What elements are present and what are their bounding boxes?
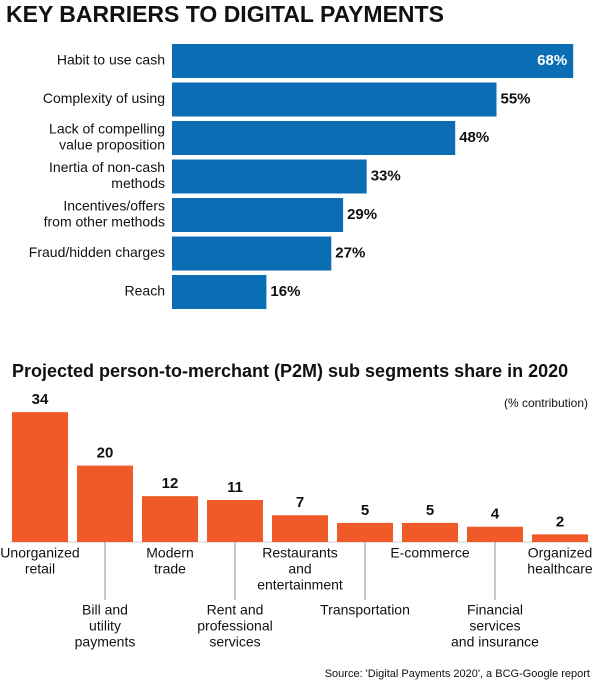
category-label: Reach bbox=[125, 283, 165, 299]
category-label: Incentives/offers bbox=[63, 198, 165, 214]
category-label: and insurance bbox=[451, 634, 539, 650]
category-label: Organized bbox=[528, 545, 593, 561]
category-label: services bbox=[209, 634, 260, 650]
category-label: Fraud/hidden charges bbox=[29, 244, 165, 260]
source-note: Source: 'Digital Payments 2020', a BCG-G… bbox=[325, 668, 590, 680]
category-label: Bill and bbox=[82, 602, 128, 618]
category-label: value proposition bbox=[59, 137, 165, 153]
value-label: 33% bbox=[371, 167, 401, 184]
bar bbox=[172, 82, 497, 117]
bar bbox=[467, 526, 523, 542]
category-label: healthcare bbox=[527, 561, 593, 577]
bar bbox=[402, 522, 458, 542]
value-label: 5 bbox=[361, 502, 369, 519]
bar bbox=[172, 236, 332, 271]
bar bbox=[77, 465, 133, 542]
bar bbox=[142, 496, 198, 542]
category-label: Financial bbox=[467, 602, 523, 618]
value-label: 20 bbox=[97, 445, 114, 462]
bar bbox=[207, 499, 263, 542]
category-label: and bbox=[288, 561, 311, 577]
category-label: trade bbox=[154, 561, 186, 577]
value-label: 68% bbox=[537, 52, 567, 69]
category-label: professional bbox=[197, 618, 273, 634]
category-label: Rent and bbox=[207, 602, 264, 618]
bar bbox=[172, 159, 367, 194]
category-label: Complexity of using bbox=[43, 90, 165, 106]
category-label: methods bbox=[111, 175, 165, 191]
category-label: Lack of compelling bbox=[49, 121, 165, 137]
chart-title: Projected person-to-merchant (P2M) sub s… bbox=[12, 361, 568, 381]
value-label: 4 bbox=[491, 506, 500, 523]
bar bbox=[532, 534, 588, 542]
category-label: utility bbox=[89, 618, 121, 634]
bar bbox=[172, 121, 456, 155]
category-label: Modern bbox=[146, 545, 193, 561]
value-label: 34 bbox=[32, 391, 49, 408]
chart-title: KEY BARRIERS TO DIGITAL PAYMENTS bbox=[6, 1, 444, 27]
value-label: 11 bbox=[227, 479, 243, 496]
value-label: 7 bbox=[296, 494, 304, 511]
bar bbox=[172, 275, 267, 309]
category-label: Restaurants bbox=[262, 545, 337, 561]
bar bbox=[12, 412, 68, 542]
value-label: 29% bbox=[347, 206, 377, 223]
value-label: 12 bbox=[162, 475, 179, 492]
category-label: from other methods bbox=[44, 214, 165, 230]
category-label: Unorganized bbox=[0, 545, 79, 561]
bar bbox=[337, 522, 393, 542]
category-label: retail bbox=[25, 561, 55, 577]
bar bbox=[272, 515, 328, 542]
bar bbox=[172, 44, 574, 78]
category-label: Habit to use cash bbox=[57, 52, 165, 68]
value-label: 55% bbox=[501, 90, 531, 107]
category-label: entertainment bbox=[257, 577, 343, 593]
chart-subtitle: (% contribution) bbox=[504, 396, 588, 410]
value-label: 2 bbox=[556, 513, 564, 530]
category-label: payments bbox=[75, 634, 136, 650]
value-label: 16% bbox=[270, 283, 300, 300]
category-label: Transportation bbox=[320, 602, 410, 618]
category-label: services bbox=[469, 618, 520, 634]
category-label: Inertia of non-cash bbox=[49, 159, 165, 175]
value-label: 5 bbox=[426, 502, 434, 519]
value-label: 48% bbox=[459, 129, 489, 146]
bar bbox=[172, 198, 344, 232]
value-label: 27% bbox=[335, 244, 365, 261]
category-label: E-commerce bbox=[390, 545, 470, 561]
